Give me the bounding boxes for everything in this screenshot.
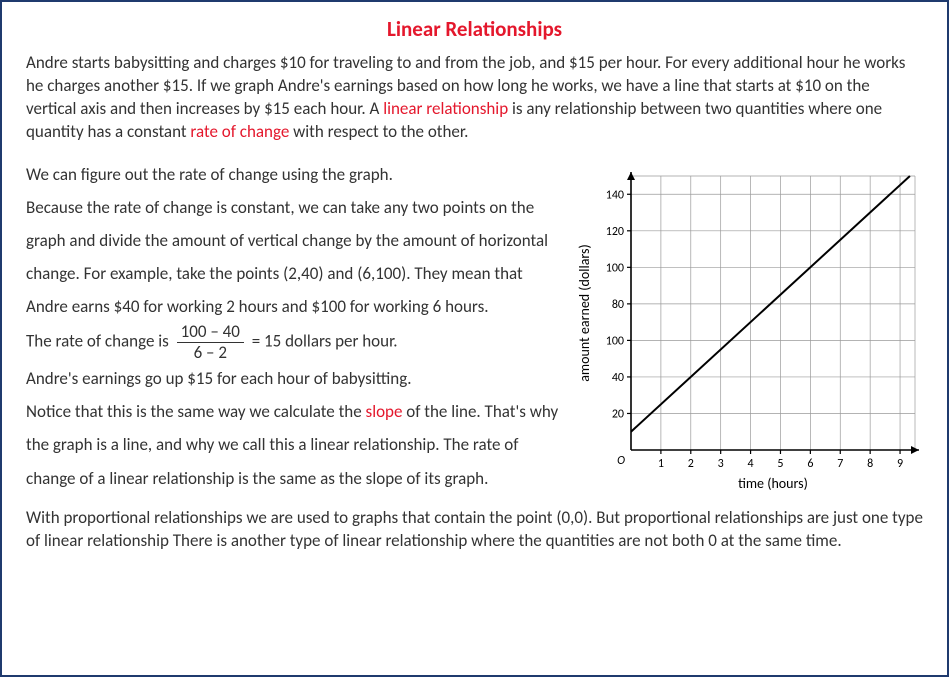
rate-suffix: dollars per hour.: [281, 331, 397, 352]
svg-text:4: 4: [748, 457, 754, 471]
rate-of-change-line: The rate of change is 100 – 40 6 – 2 = 1…: [26, 323, 563, 362]
chart-container: O 1 2 3 4 5 6 7 8 9 20 40 100 80 100 120 140 time (hours)…: [573, 164, 923, 494]
bottom-paragraph: With proportional relationships we are u…: [26, 507, 923, 553]
svg-text:5: 5: [777, 457, 783, 471]
svg-text:140: 140: [606, 188, 624, 202]
earnings-chart: O 1 2 3 4 5 6 7 8 9 20 40 100 80 100 120 140 time (hours)…: [573, 164, 923, 494]
rate-fraction: 100 – 40 6 – 2: [177, 323, 244, 362]
svg-text:9: 9: [897, 457, 903, 471]
intro-paragraph: Andre starts babysitting and charges $10…: [26, 52, 923, 144]
fraction-numerator: 100 – 40: [177, 323, 244, 343]
svg-text:amount earned (dollars): amount earned (dollars): [576, 244, 593, 382]
page-title: Linear Relationships: [26, 16, 923, 42]
intro-text-3: with respect to the other.: [289, 121, 468, 142]
svg-text:1: 1: [658, 457, 664, 471]
term-rate-of-change: rate of change: [190, 121, 289, 142]
svg-text:6: 6: [807, 457, 813, 471]
svg-text:40: 40: [612, 371, 624, 385]
document-page: Linear Relationships Andre starts babysi…: [0, 0, 949, 677]
rate-prefix: The rate of change is: [26, 331, 169, 352]
body-p1: We can figure out the rate of change usi…: [26, 158, 563, 191]
svg-text:80: 80: [612, 298, 624, 312]
svg-text:120: 120: [606, 225, 624, 239]
svg-text:7: 7: [837, 457, 843, 471]
svg-text:O: O: [617, 454, 625, 468]
svg-text:20: 20: [612, 407, 624, 421]
body-p3: Andre's earnings go up $15 for each hour…: [26, 362, 563, 395]
body-text: We can figure out the rate of change usi…: [26, 158, 563, 495]
svg-text:3: 3: [718, 457, 724, 471]
fraction-denominator: 6 – 2: [177, 343, 244, 362]
svg-text:100: 100: [606, 334, 624, 348]
rate-equals: = 15: [248, 331, 281, 352]
body-p4a: Notice that this is the same way we calc…: [26, 401, 366, 422]
body-p4: Notice that this is the same way we calc…: [26, 395, 563, 494]
term-slope: slope: [366, 401, 403, 422]
term-linear-relationship: linear relationship: [383, 98, 508, 119]
svg-text:2: 2: [688, 457, 694, 471]
svg-text:8: 8: [867, 457, 873, 471]
content-row: We can figure out the rate of change usi…: [26, 158, 923, 495]
svg-text:time (hours): time (hours): [738, 475, 808, 492]
svg-text:100: 100: [606, 261, 624, 275]
body-p2: Because the rate of change is constant, …: [26, 191, 563, 324]
